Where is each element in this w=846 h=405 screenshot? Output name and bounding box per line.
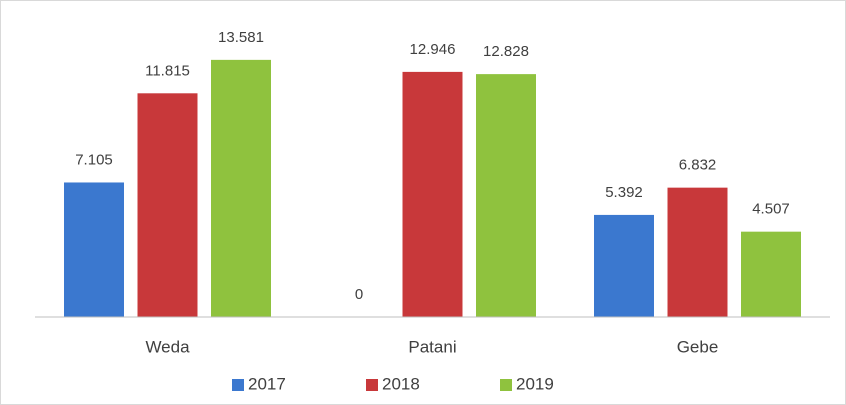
bar [64, 182, 124, 317]
legend-swatch [500, 379, 512, 391]
data-label: 12.828 [483, 43, 529, 60]
x-tick-label: Gebe [677, 337, 719, 356]
bar [402, 71, 463, 317]
data-label: 11.815 [145, 62, 190, 79]
legend-label: 2018 [382, 374, 420, 393]
data-label: 4.507 [752, 201, 790, 218]
data-label: 0 [355, 286, 363, 303]
bar [211, 59, 271, 318]
bar [476, 74, 536, 317]
data-label: 13.581 [218, 29, 264, 46]
legend-swatch [232, 379, 244, 391]
data-label: 12.946 [410, 41, 456, 58]
legend-label: 2019 [516, 374, 554, 393]
legend-label: 2017 [248, 374, 286, 393]
bar [594, 214, 654, 317]
bar [741, 231, 801, 317]
data-label: 7.105 [75, 151, 113, 168]
bar [137, 93, 198, 317]
data-label: 6.832 [679, 157, 717, 174]
x-tick-label: Patani [408, 337, 456, 356]
legend-swatch [366, 379, 378, 391]
bar [667, 187, 728, 317]
data-label: 5.392 [605, 184, 643, 201]
x-tick-label: Weda [145, 337, 190, 356]
